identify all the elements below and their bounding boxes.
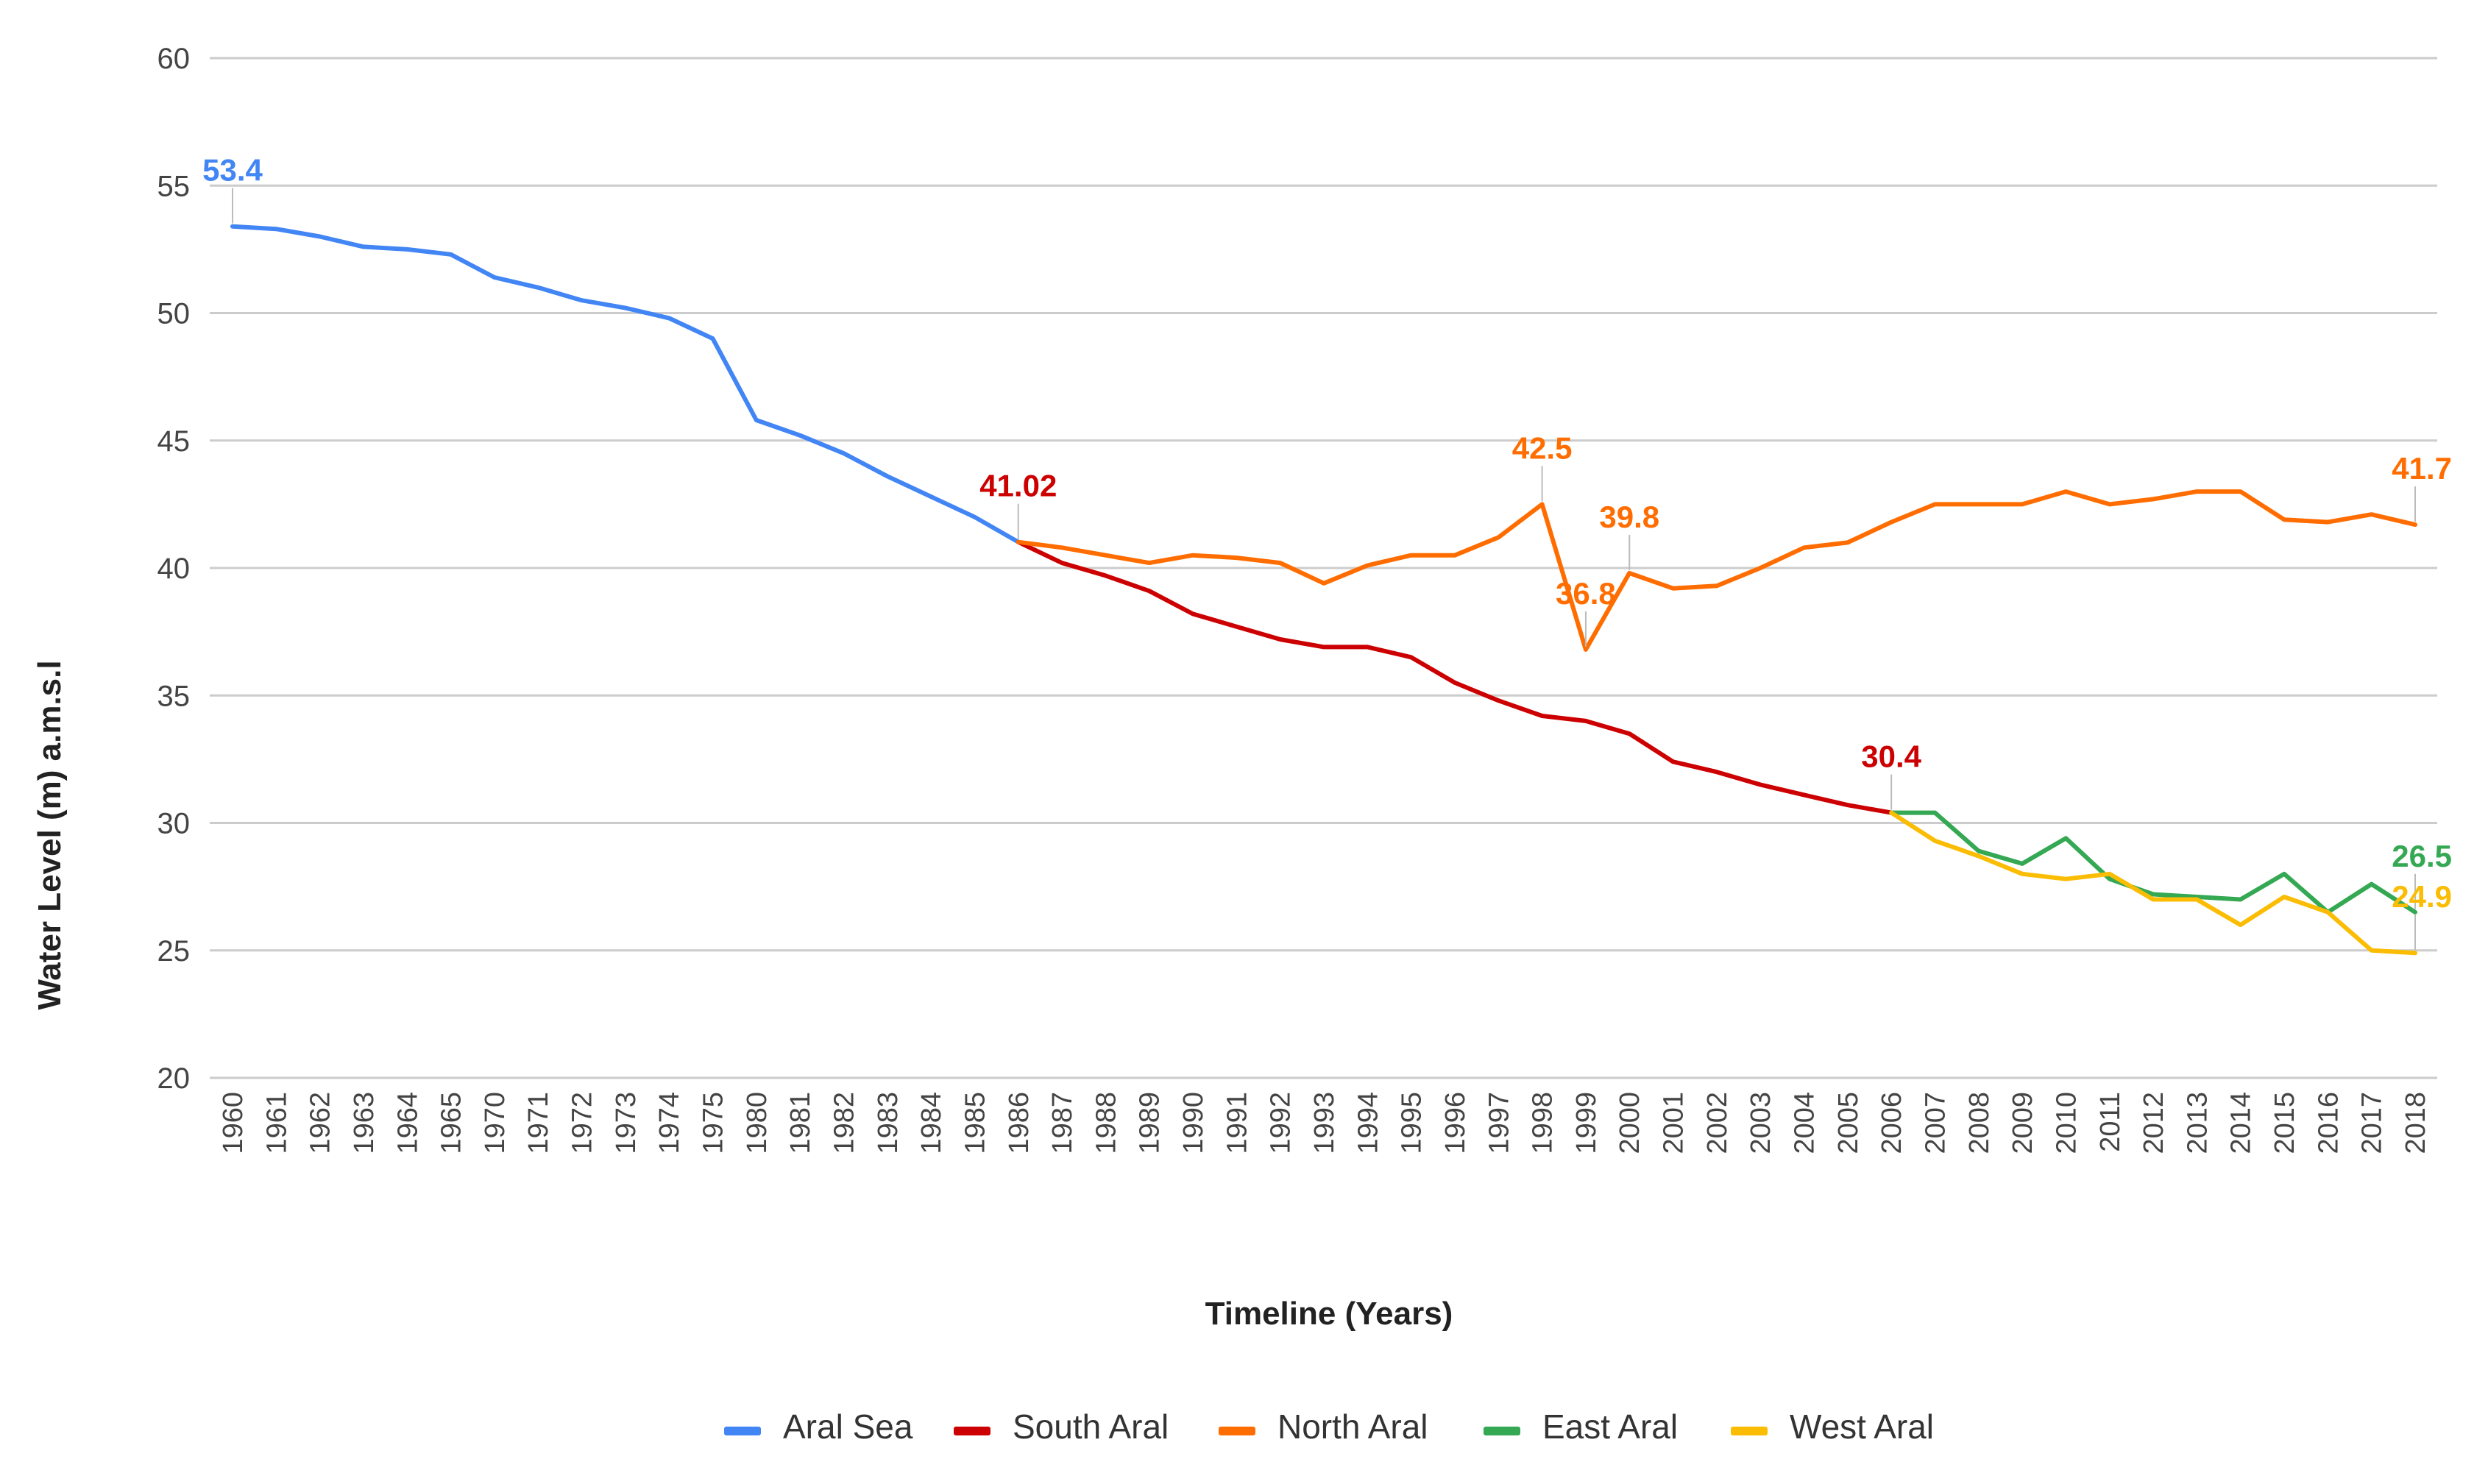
x-tick-label: 1975 [698,1092,729,1154]
data-label-west-aral-2018: 24.9 [2392,879,2452,914]
x-tick-label: 2016 [2313,1092,2344,1154]
y-tick-label: 40 [157,553,191,585]
y-tick-label: 55 [157,170,191,202]
legend-label: South Aral [1013,1407,1169,1446]
x-tick-label: 1996 [1440,1092,1471,1154]
data-label-south-aral-2006: 30.4 [1861,739,1921,774]
legend[interactable]: Aral Sea South Aral North Aral East Aral Wes… [724,1407,1934,1446]
x-tick-label: 1983 [873,1092,904,1154]
legend-item-north-aral[interactable]: North Aral [1219,1407,1428,1446]
x-tick-label: 2011 [2095,1092,2126,1152]
legend-swatch [1219,1427,1255,1435]
legend-swatch [1484,1427,1520,1435]
x-tick-label: 1995 [1397,1092,1428,1154]
data-label-north-aral-2018: 41.7 [2392,451,2452,486]
x-tick-label: 1964 [392,1092,423,1154]
x-tick-label: 1971 [523,1092,554,1154]
x-tick-label: 2015 [2269,1092,2300,1154]
data-label-north-aral-1998: 42.5 [1512,430,1573,465]
x-tick-label: 1987 [1047,1092,1078,1154]
y-axis-title: Water Level (m) a.m.s.l [32,660,68,1009]
series-line-south-aral[interactable] [1016,539,1894,815]
data-label-north-aral-2000: 39.8 [1599,500,1659,534]
series-line-west-aral[interactable] [1889,810,2417,956]
x-tick-label: 1989 [1135,1092,1166,1154]
x-tick-label: 2018 [2400,1092,2431,1154]
x-tick-label: 2005 [1833,1092,1864,1154]
x-tick-label: 1998 [1528,1092,1559,1154]
x-tick-label: 2004 [1790,1092,1821,1154]
y-axis-ticks: 20 25 30 35 40 45 50 55 60 [157,43,191,1095]
legend-swatch [954,1427,990,1435]
x-tick-label: 1960 [218,1092,249,1154]
x-tick-label: 1992 [1266,1092,1297,1154]
x-tick-label: 1997 [1484,1092,1514,1154]
x-tick-label: 1961 [261,1092,292,1154]
x-axis-ticks: 1960 1961 1962 1963 1964 1965 1970 1971 1972 1973… [218,1092,2431,1154]
legend-label: North Aral [1277,1407,1428,1446]
series-lines [230,224,2417,956]
y-tick-label: 60 [157,43,191,75]
y-tick-label: 25 [157,935,191,968]
legend-item-south-aral[interactable]: South Aral [954,1407,1169,1446]
x-tick-label: 2010 [2051,1092,2082,1154]
x-tick-label: 1985 [960,1092,990,1154]
y-tick-label: 50 [157,298,191,330]
x-tick-label: 1990 [1178,1092,1209,1154]
y-tick-label: 20 [157,1062,191,1095]
data-annotations: 53.4 41.02 42.5 36.8 39.8 30.4 41.7 26.5 24.9 [202,153,2452,951]
x-tick-label: 2012 [2138,1092,2169,1154]
y-tick-label: 30 [157,808,191,840]
x-tick-label: 1991 [1222,1092,1252,1154]
legend-item-west-aral[interactable]: West Aral [1731,1407,1934,1446]
series-line-aral-sea[interactable] [230,224,1021,544]
x-tick-label: 1986 [1004,1092,1035,1154]
data-label-south-aral-1986: 41.02 [979,469,1057,503]
x-tick-label: 2003 [1746,1092,1776,1154]
x-tick-label: 1993 [1309,1092,1340,1154]
data-label-east-aral-2018: 26.5 [2392,839,2452,873]
x-tick-label: 2014 [2226,1092,2257,1154]
x-tick-label: 1999 [1571,1092,1602,1154]
x-tick-label: 1974 [654,1092,685,1154]
x-tick-label: 2000 [1615,1092,1645,1154]
data-label-aral-sea-1960: 53.4 [202,153,263,188]
x-tick-label: 1982 [829,1092,860,1154]
x-tick-label: 1973 [611,1092,642,1154]
data-label-north-aral-1999: 36.8 [1556,576,1616,611]
x-tick-label: 1965 [436,1092,467,1154]
x-tick-label: 2013 [2182,1092,2213,1154]
x-tick-label: 1962 [305,1092,336,1154]
grid-lines [210,57,2437,1079]
legend-label: West Aral [1790,1407,1934,1446]
legend-swatch [1731,1427,1768,1435]
x-axis-title: Timeline (Years) [1205,1296,1453,1332]
x-tick-label: 1970 [480,1092,511,1154]
x-tick-label: 1981 [785,1092,816,1154]
x-tick-label: 2017 [2357,1092,2388,1154]
x-tick-label: 1980 [742,1092,773,1154]
x-tick-label: 2006 [1876,1092,1907,1154]
legend-label: Aral Sea [783,1407,913,1446]
legend-item-aral-sea[interactable]: Aral Sea [724,1407,913,1446]
legend-swatch [724,1427,761,1435]
legend-label: East Aral [1542,1407,1678,1446]
x-tick-label: 1988 [1091,1092,1121,1154]
x-tick-label: 1984 [916,1092,947,1154]
x-tick-label: 2009 [2007,1092,2038,1154]
x-tick-label: 2001 [1659,1092,1690,1154]
x-tick-label: 1972 [567,1092,598,1154]
x-tick-label: 2008 [1964,1092,1995,1154]
x-tick-label: 1994 [1353,1092,1383,1154]
x-tick-label: 2007 [1920,1092,1951,1154]
y-tick-label: 35 [157,680,191,712]
y-tick-label: 45 [157,425,191,458]
legend-item-east-aral[interactable]: East Aral [1484,1407,1678,1446]
x-tick-label: 1963 [349,1092,380,1154]
x-tick-label: 2002 [1702,1092,1733,1154]
series-line-north-aral[interactable] [1016,489,2417,652]
